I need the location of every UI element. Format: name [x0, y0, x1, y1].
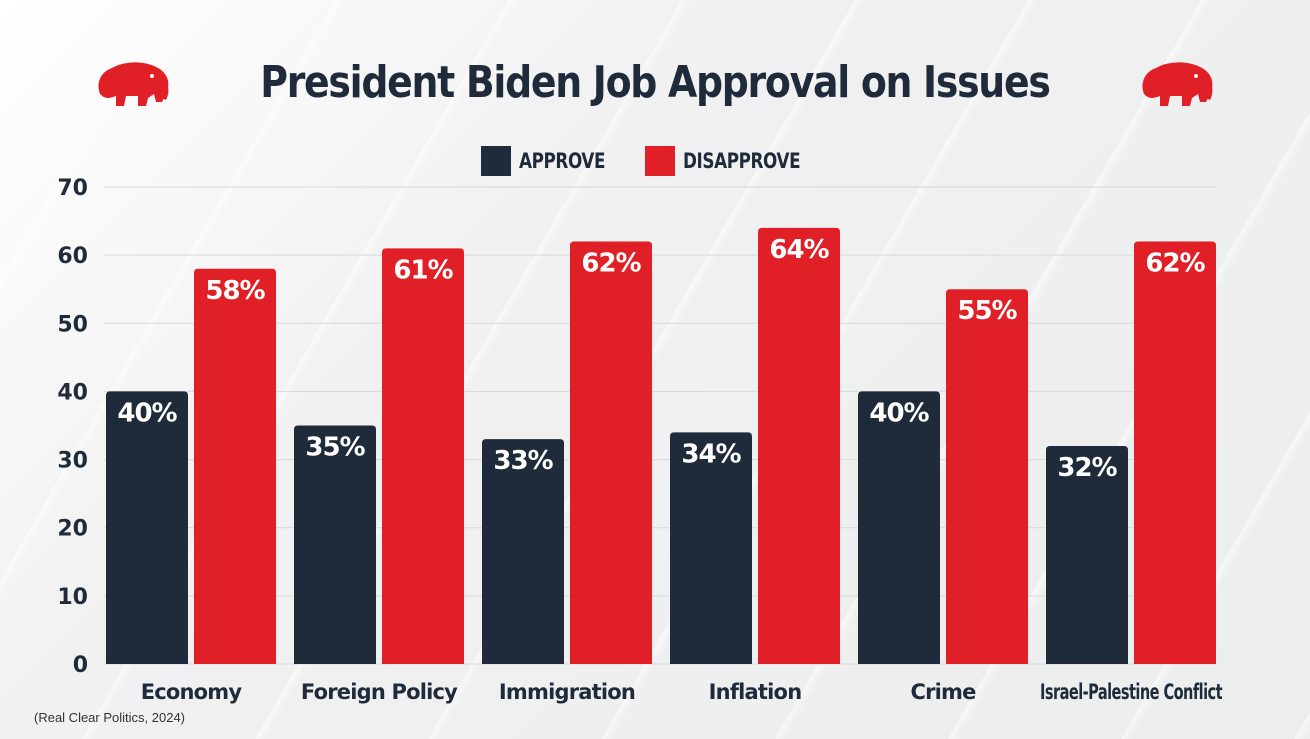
- bar-approve: [294, 425, 376, 664]
- legend-item-approve: APPROVE: [480, 146, 627, 176]
- bar-approve: [106, 391, 188, 664]
- chart-legend: APPROVE DISAPPROVE: [0, 143, 1310, 179]
- x-tick-label: Foreign Policy: [301, 680, 458, 704]
- y-tick-label: 30: [57, 449, 88, 474]
- bar-disapprove: [194, 268, 276, 664]
- bar-value-label: 40%: [117, 398, 177, 428]
- y-tick-label: 10: [57, 585, 88, 610]
- legend-label-approve: APPROVE: [518, 149, 606, 173]
- bar-value-label: 55%: [957, 296, 1017, 326]
- title-row: President Biden Job Approval on Issues: [0, 42, 1310, 122]
- y-tick-label: 60: [57, 244, 88, 269]
- bar-disapprove: [946, 289, 1028, 664]
- bar-approve: [1046, 445, 1128, 664]
- bar-disapprove: [570, 241, 652, 664]
- x-tick-label: Crime: [910, 680, 976, 704]
- y-tick-label: 40: [57, 380, 88, 405]
- bar-approve: [670, 432, 752, 664]
- bar-value-label: 33%: [493, 446, 553, 476]
- x-tick-label: Inflation: [709, 680, 802, 704]
- legend-item-disapprove: DISAPPROVE: [644, 146, 829, 176]
- bar-disapprove: [1134, 241, 1216, 664]
- x-tick-label: Israel-Palestine Conflict: [1040, 680, 1223, 704]
- bar-disapprove: [382, 248, 464, 665]
- bar-approve: [858, 391, 940, 664]
- elephant-icon: [98, 62, 169, 106]
- source-citation: (Real Clear Politics, 2024): [34, 710, 186, 725]
- bar-value-label: 40%: [869, 398, 929, 428]
- bar-value-label: 61%: [393, 255, 453, 285]
- legend-swatch-disapprove: [644, 146, 675, 176]
- bar-value-label: 34%: [681, 439, 741, 469]
- chart-title: President Biden Job Approval on Issues: [260, 56, 1051, 108]
- x-tick-label: Immigration: [499, 680, 635, 704]
- y-tick-label: 20: [57, 517, 88, 542]
- x-tick-label: Economy: [141, 680, 243, 704]
- bar-value-label: 32%: [1057, 453, 1117, 483]
- y-tick-label: 70: [57, 176, 88, 201]
- bar-value-label: 64%: [769, 235, 829, 265]
- legend-swatch-approve: [480, 146, 511, 176]
- bar-value-label: 62%: [1145, 249, 1205, 279]
- bar-value-label: 62%: [581, 249, 641, 279]
- y-tick-label: 50: [57, 312, 88, 337]
- bar-disapprove: [758, 227, 840, 664]
- bar-value-label: 58%: [205, 276, 265, 306]
- bar-approve: [482, 439, 564, 664]
- bar-value-label: 35%: [305, 433, 365, 463]
- legend-label-disapprove: DISAPPROVE: [682, 149, 801, 173]
- y-tick-label: 0: [73, 653, 88, 678]
- elephant-icon: [1142, 62, 1213, 106]
